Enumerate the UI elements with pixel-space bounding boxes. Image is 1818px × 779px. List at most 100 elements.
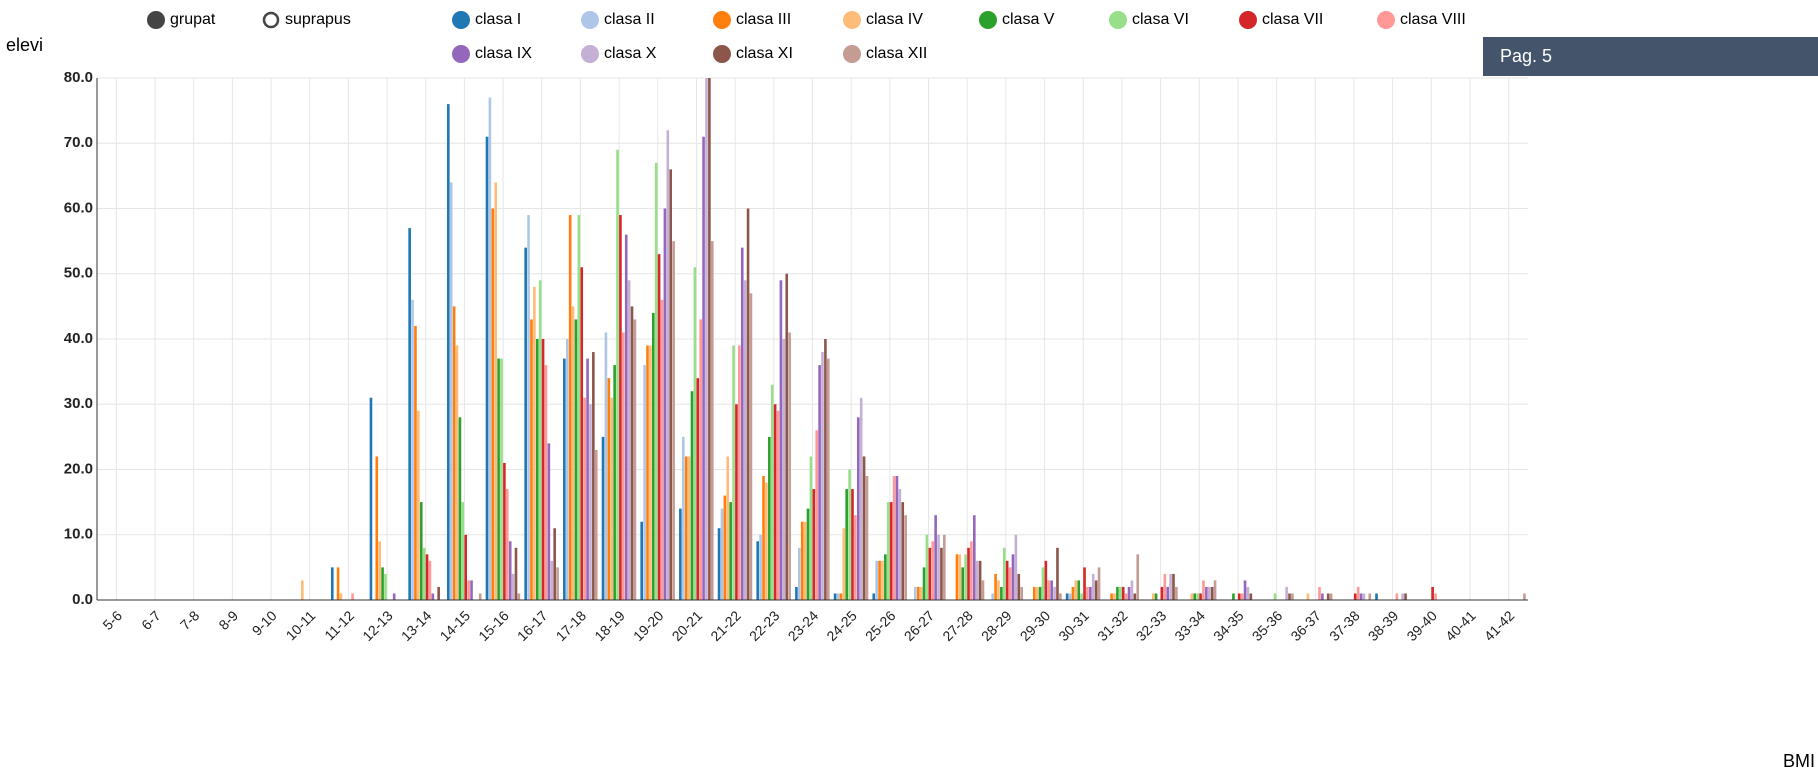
bar bbox=[1213, 580, 1217, 600]
bar bbox=[640, 521, 644, 600]
x-tick-label: 23-24 bbox=[785, 607, 822, 644]
bar bbox=[914, 586, 917, 600]
page-label: Pag. 5 bbox=[1500, 46, 1552, 66]
mode-label[interactable]: grupat bbox=[170, 11, 216, 28]
bar bbox=[931, 541, 935, 600]
legend-swatch[interactable] bbox=[1239, 11, 1257, 29]
legend-label[interactable]: clasa I bbox=[475, 11, 521, 28]
bar bbox=[422, 547, 426, 600]
bar bbox=[378, 541, 381, 600]
y-axis-label: elevi bbox=[6, 35, 43, 55]
bar bbox=[1249, 593, 1253, 600]
bar bbox=[461, 502, 465, 600]
bar bbox=[991, 593, 994, 600]
bar bbox=[425, 554, 429, 600]
bar bbox=[1353, 593, 1357, 600]
bar bbox=[1273, 593, 1277, 600]
bar bbox=[449, 182, 453, 600]
bar bbox=[511, 573, 515, 600]
bar bbox=[428, 560, 432, 600]
x-tick-label: 15-16 bbox=[475, 607, 512, 644]
bar bbox=[696, 378, 700, 600]
mode-radio[interactable] bbox=[262, 11, 280, 29]
bar bbox=[604, 332, 608, 600]
bar bbox=[955, 554, 959, 600]
bar bbox=[795, 586, 798, 600]
legend-swatch[interactable] bbox=[1109, 11, 1127, 29]
legend-label[interactable]: clasa II bbox=[604, 11, 655, 28]
bar bbox=[643, 365, 646, 600]
bar bbox=[889, 502, 893, 600]
legend-label[interactable]: clasa V bbox=[1002, 11, 1055, 28]
bar bbox=[624, 234, 628, 600]
bar bbox=[464, 534, 468, 600]
bar bbox=[1193, 593, 1197, 600]
bar bbox=[494, 182, 498, 600]
bar bbox=[550, 560, 554, 600]
bar bbox=[601, 436, 605, 600]
bar bbox=[1401, 593, 1404, 600]
legend-label[interactable]: clasa IX bbox=[475, 45, 532, 62]
legend-swatch[interactable] bbox=[713, 45, 731, 63]
legend-swatch[interactable] bbox=[843, 45, 861, 63]
bar bbox=[961, 567, 965, 600]
bar bbox=[1113, 593, 1116, 600]
legend-swatch[interactable] bbox=[979, 11, 997, 29]
bar bbox=[1291, 593, 1294, 600]
x-tick-label: 8-9 bbox=[215, 607, 241, 633]
x-tick-label: 17-18 bbox=[553, 607, 590, 644]
legend-swatch[interactable] bbox=[581, 45, 599, 63]
legend-label[interactable]: clasa X bbox=[604, 45, 657, 62]
legend-label[interactable]: clasa III bbox=[736, 11, 791, 28]
bar bbox=[735, 404, 738, 600]
mode-label[interactable]: suprapus bbox=[285, 11, 351, 28]
bar bbox=[1133, 593, 1137, 600]
bar bbox=[943, 534, 946, 600]
bar bbox=[842, 528, 846, 600]
legend-label[interactable]: clasa VII bbox=[1262, 11, 1323, 28]
bar bbox=[666, 130, 670, 600]
y-tick-label: 30.0 bbox=[64, 395, 93, 412]
bar bbox=[556, 567, 559, 600]
bar bbox=[672, 241, 675, 600]
bar bbox=[1151, 593, 1155, 600]
bar bbox=[1097, 567, 1101, 600]
bar bbox=[1053, 586, 1056, 600]
mode-radio[interactable] bbox=[147, 11, 165, 29]
bar bbox=[455, 345, 459, 600]
x-tick-label: 36-37 bbox=[1287, 607, 1324, 644]
bar bbox=[458, 417, 462, 600]
legend-swatch[interactable] bbox=[452, 45, 470, 63]
legend-swatch[interactable] bbox=[1377, 11, 1395, 29]
legend-label[interactable]: clasa XI bbox=[736, 45, 793, 62]
x-tick-label: 22-23 bbox=[746, 607, 783, 644]
bar bbox=[1014, 534, 1018, 600]
bar bbox=[488, 97, 492, 600]
legend-swatch[interactable] bbox=[581, 11, 599, 29]
bar bbox=[815, 430, 819, 600]
bar bbox=[1020, 586, 1023, 600]
legend-label[interactable]: clasa VIII bbox=[1400, 11, 1466, 28]
bar bbox=[517, 593, 521, 600]
bar bbox=[705, 78, 708, 600]
x-tick-label: 39-40 bbox=[1403, 607, 1440, 644]
bar bbox=[904, 515, 907, 600]
bar bbox=[1119, 586, 1122, 600]
legend-label[interactable]: clasa VI bbox=[1132, 11, 1189, 28]
bar bbox=[699, 319, 702, 600]
bar bbox=[669, 169, 673, 600]
legend-swatch[interactable] bbox=[713, 11, 731, 29]
bar bbox=[875, 560, 878, 600]
legend-swatch[interactable] bbox=[843, 11, 861, 29]
legend-label[interactable]: clasa IV bbox=[866, 11, 923, 28]
bar bbox=[351, 593, 354, 600]
legend-label[interactable]: clasa XII bbox=[866, 45, 927, 62]
bar bbox=[1002, 547, 1006, 600]
bar bbox=[1163, 573, 1167, 600]
bar bbox=[1431, 586, 1434, 600]
x-tick-label: 9-10 bbox=[249, 607, 280, 638]
bar bbox=[514, 547, 518, 600]
legend-swatch[interactable] bbox=[452, 11, 470, 29]
bar bbox=[1124, 593, 1128, 600]
bar bbox=[565, 339, 569, 600]
